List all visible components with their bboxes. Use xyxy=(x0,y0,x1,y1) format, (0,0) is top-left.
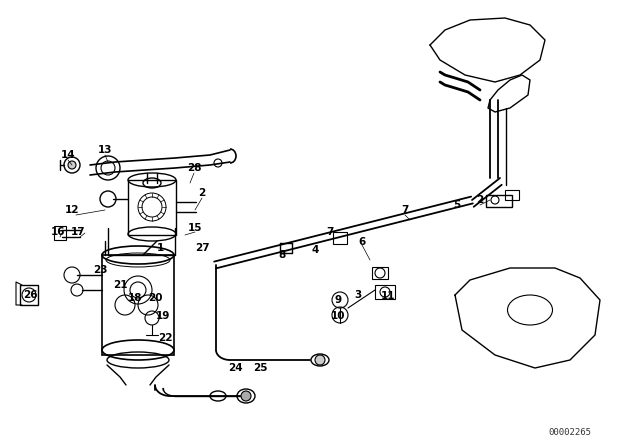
Text: 17: 17 xyxy=(70,227,85,237)
Bar xyxy=(102,255,174,355)
Text: 2: 2 xyxy=(198,188,205,198)
Text: 27: 27 xyxy=(195,243,209,253)
Bar xyxy=(486,195,512,207)
Text: 7: 7 xyxy=(401,205,409,215)
Bar xyxy=(128,180,176,235)
Text: 11: 11 xyxy=(381,291,396,301)
Bar xyxy=(20,285,38,305)
Circle shape xyxy=(241,391,251,401)
Text: 4: 4 xyxy=(311,245,319,255)
Text: 3: 3 xyxy=(355,290,362,300)
Text: 14: 14 xyxy=(61,150,76,160)
Text: 19: 19 xyxy=(156,311,170,321)
Text: 26: 26 xyxy=(23,290,37,300)
Text: 21: 21 xyxy=(113,280,127,290)
Text: 13: 13 xyxy=(98,145,112,155)
Bar xyxy=(333,232,347,244)
Text: 20: 20 xyxy=(148,293,163,303)
Text: 00002265: 00002265 xyxy=(548,427,591,436)
Bar xyxy=(54,226,66,240)
Text: 2: 2 xyxy=(476,195,484,205)
Text: 15: 15 xyxy=(188,223,202,233)
Text: 1: 1 xyxy=(156,243,164,253)
Text: 6: 6 xyxy=(358,237,365,247)
Bar xyxy=(505,190,519,200)
Text: 22: 22 xyxy=(157,333,172,343)
Circle shape xyxy=(68,161,76,169)
Text: 9: 9 xyxy=(335,295,342,305)
Text: 7: 7 xyxy=(326,227,333,237)
Text: 24: 24 xyxy=(228,363,243,373)
Text: 10: 10 xyxy=(331,311,345,321)
Bar xyxy=(375,285,395,299)
Text: 25: 25 xyxy=(253,363,268,373)
Text: 28: 28 xyxy=(187,163,201,173)
Text: 16: 16 xyxy=(51,227,65,237)
Text: 8: 8 xyxy=(278,250,285,260)
Text: 5: 5 xyxy=(453,200,461,210)
Circle shape xyxy=(315,355,325,365)
Text: 18: 18 xyxy=(128,293,142,303)
Bar xyxy=(372,267,388,279)
Text: 23: 23 xyxy=(93,265,108,275)
Text: 12: 12 xyxy=(65,205,79,215)
